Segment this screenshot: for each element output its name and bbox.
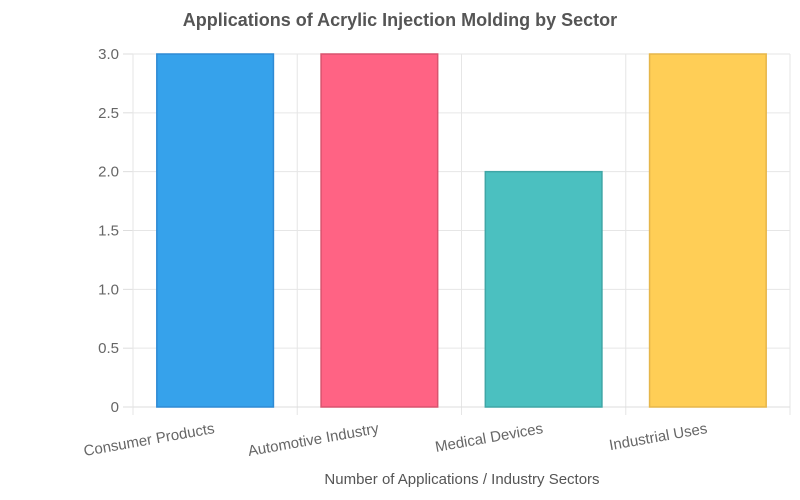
x-tick-label: Consumer Products [82,420,216,460]
y-tick-label: 2.5 [98,105,119,122]
y-tick-label: 0.5 [98,340,119,357]
y-tick-label: 3.0 [98,46,119,63]
y-tick-label: 0 [111,399,119,416]
y-tick-label: 1.5 [98,223,119,240]
y-tick-label: 1.0 [98,281,119,298]
x-axis-title: Number of Applications / Industry Sector… [324,471,599,488]
bar-consumer-products [156,53,275,408]
chart-title: Applications of Acrylic Injection Moldin… [183,10,617,30]
bars [156,53,767,408]
bar-industrial-uses [648,53,767,408]
x-tick-label: Medical Devices [434,420,545,456]
bar-automotive-industry [320,53,439,408]
bar-medical-devices [484,170,603,408]
x-axis-ticks: Consumer Products Automotive Industry Medi… [82,420,708,460]
x-tick-label: Automotive Industry [247,420,381,460]
y-tick-label: 2.0 [98,164,119,181]
x-tick-label: Industrial Uses [608,420,709,454]
y-axis-ticks: 0 0.5 1.0 1.5 2.0 2.5 3.0 [98,46,119,416]
